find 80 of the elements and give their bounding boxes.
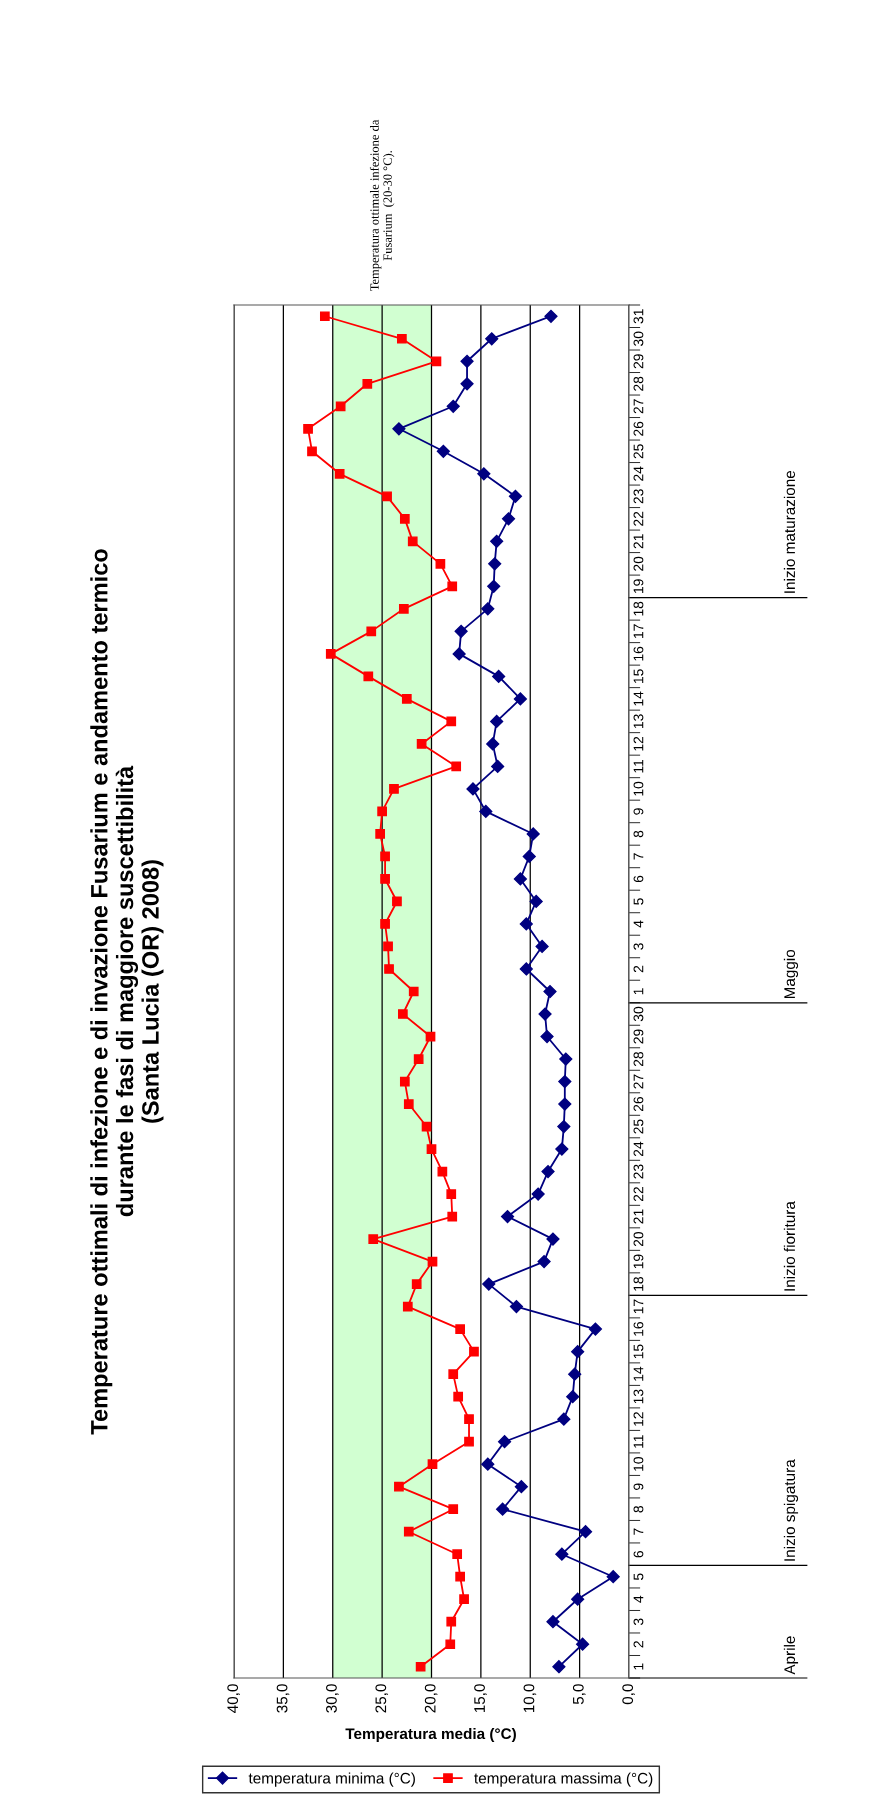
y-tick-label: 12 xyxy=(633,736,644,751)
y-tick-label: 17 xyxy=(633,624,644,639)
y-tick-label: 13 xyxy=(633,714,644,729)
y-tick-label: 3 xyxy=(633,943,644,950)
y-tick-label: 12 xyxy=(633,1412,644,1426)
y-tick-label: 29 xyxy=(633,1029,644,1044)
legend-label: temperatura massima (°C) xyxy=(474,1772,653,1787)
y-tick-label: 18 xyxy=(633,1276,644,1291)
y-tick-label: 27 xyxy=(633,399,644,414)
x-tick-label: 15,0 xyxy=(474,1684,487,1713)
y-tick-label: 10 xyxy=(633,781,644,796)
x-tick-label: 5,0 xyxy=(572,1684,586,1705)
y-tick-label: 11 xyxy=(633,759,644,773)
y-tick-label: 9 xyxy=(633,808,644,815)
text: Inizio maturazione xyxy=(783,470,796,593)
y-tick-label: 6 xyxy=(633,875,644,883)
text: Inizio spigatura xyxy=(783,1459,799,1561)
y-tick-label: 31 xyxy=(633,309,644,324)
y-tick-label: 6 xyxy=(633,1550,644,1558)
y-tick-label: 7 xyxy=(633,1528,644,1535)
y-tick-label: 29 xyxy=(633,354,644,369)
legend-label: temperatura minima (°C) xyxy=(248,1772,415,1787)
x-tick-label: 30,0 xyxy=(326,1684,339,1713)
y-tick-label: 9 xyxy=(633,1483,644,1490)
text: Maggio xyxy=(783,949,799,999)
y-tick-label: 2 xyxy=(633,1641,644,1648)
y-tick-label: 28 xyxy=(633,1051,644,1067)
y-tick-label: 24 xyxy=(633,1141,644,1157)
x-tick-label: 35,0 xyxy=(276,1684,290,1713)
text: Inizio fioritura xyxy=(783,1201,796,1291)
y-tick-label: 19 xyxy=(633,1254,644,1269)
y-tick-label: 7 xyxy=(633,853,644,860)
y-tick-label: 21 xyxy=(633,1209,644,1224)
y-tick-label: 19 xyxy=(633,579,644,594)
y-tick-label: 3 xyxy=(633,1618,644,1626)
x-tick-label: 0,0 xyxy=(622,1684,635,1705)
y-tick-label: 22 xyxy=(633,511,644,526)
y-tick-label: 24 xyxy=(633,466,644,481)
x-axis-title: Temperatura media (°C) xyxy=(345,1727,516,1743)
y-tick-label: 28 xyxy=(633,376,644,391)
y-tick-label: 26 xyxy=(633,421,644,436)
y-tick-label: 4 xyxy=(633,920,644,928)
y-tick-label: 15 xyxy=(633,1344,644,1359)
y-tick-label: 25 xyxy=(633,1119,644,1134)
y-tick-label: 13 xyxy=(633,1389,644,1404)
y-tick-label: 14 xyxy=(633,1366,644,1381)
x-tick-label: 40,0 xyxy=(227,1684,240,1713)
y-tick-label: 16 xyxy=(633,646,644,661)
y-tick-label: 15 xyxy=(633,669,644,684)
y-tick-label: 20 xyxy=(633,556,644,571)
y-tick-label: 8 xyxy=(633,830,644,838)
y-tick-label: 25 xyxy=(633,444,644,459)
y-tick-label: 14 xyxy=(633,691,644,706)
y-tick-label: 2 xyxy=(633,965,644,973)
y-tick-label: 22 xyxy=(633,1187,644,1202)
y-tick-label: 27 xyxy=(633,1074,644,1089)
y-tick-label: 1 xyxy=(633,988,644,995)
text: Aprile xyxy=(783,1636,799,1675)
y-tick-label: 4 xyxy=(633,1595,644,1603)
x-tick-label: 10,0 xyxy=(523,1684,537,1713)
y-tick-label: 8 xyxy=(633,1505,644,1513)
y-tick-label: 11 xyxy=(633,1435,644,1448)
y-tick-label: 23 xyxy=(633,489,644,504)
y-tick-label: 21 xyxy=(633,534,644,549)
y-tick-label: 5 xyxy=(633,898,644,905)
x-tick-label: 20,0 xyxy=(424,1684,438,1713)
y-tick-label: 10 xyxy=(633,1456,644,1471)
text: Temperature ottimali di infezione e di invazione Fusarium e andamento termico durante le fasi di maggiore suscettibilità (Santa Lucia (OR) 2008) xyxy=(90,549,164,1435)
y-tick-label: 18 xyxy=(633,601,644,616)
band-label: Temperatura ottimale infezione da Fusarium (20-30 °C). xyxy=(369,119,395,292)
y-tick-label: 5 xyxy=(633,1573,644,1581)
x-tick-label: 25,0 xyxy=(375,1684,389,1713)
y-tick-label: 30 xyxy=(633,331,644,346)
y-tick-label: 30 xyxy=(633,1006,644,1022)
y-tick-label: 1 xyxy=(633,1663,644,1670)
y-tick-label: 17 xyxy=(633,1299,644,1314)
y-tick-label: 26 xyxy=(633,1096,644,1112)
y-tick-label: 20 xyxy=(633,1231,644,1247)
y-tick-label: 16 xyxy=(633,1322,644,1336)
y-tick-label: 23 xyxy=(633,1164,644,1179)
